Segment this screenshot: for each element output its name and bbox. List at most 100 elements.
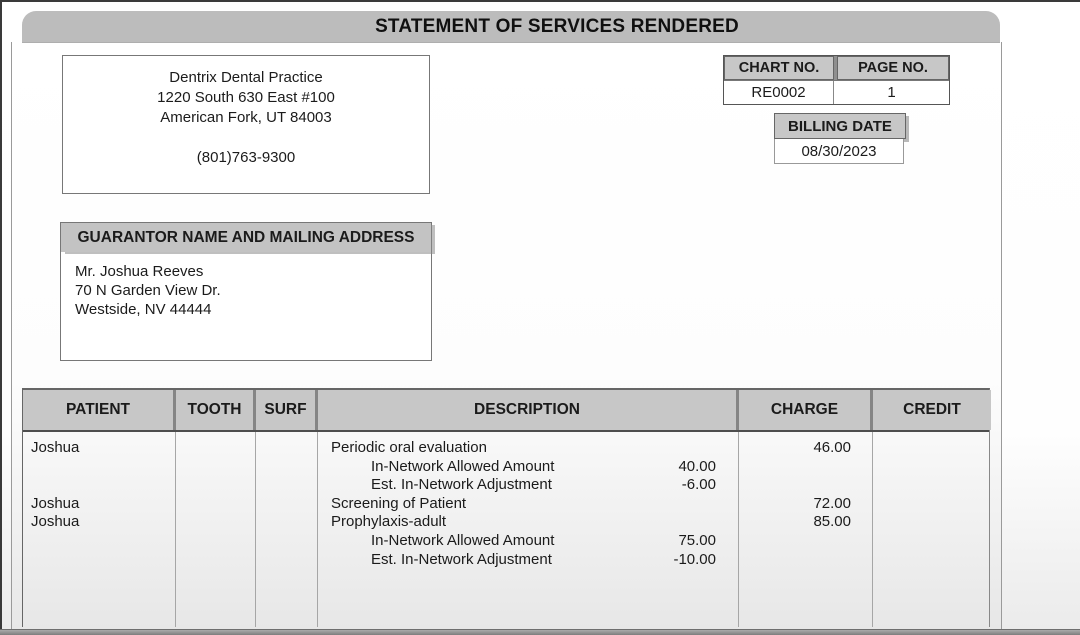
- charge-cell: 85.00: [813, 513, 851, 531]
- description-cell: Est. In-Network Adjustment -10.00: [318, 551, 739, 570]
- description-cell: Est. In-Network Adjustment -6.00: [318, 476, 739, 495]
- tooth-cell: [176, 513, 256, 532]
- practice-address-line2: American Fork, UT 84003: [160, 109, 332, 126]
- chart-no-value: RE0002: [724, 81, 834, 104]
- patient-cell: [23, 458, 176, 477]
- practice-address-spacer: [63, 128, 429, 148]
- charge-cell: [739, 458, 873, 477]
- surf-cell: [256, 551, 318, 570]
- column-divider: [175, 432, 176, 627]
- description-text: Est. In-Network Adjustment: [371, 550, 552, 568]
- table-row: Joshua Prophylaxis-adult 85.00: [23, 513, 989, 532]
- statement-title: STATEMENT OF SERVICES RENDERED: [375, 15, 739, 37]
- chart-page-value-row: RE0002 1: [724, 81, 949, 104]
- window-left-edge: [0, 0, 2, 630]
- credit-cell: [873, 532, 991, 551]
- description-amount: -10.00: [673, 550, 716, 568]
- column-divider: [872, 432, 873, 627]
- table-row: In-Network Allowed Amount 40.00: [23, 458, 989, 477]
- table-row: Joshua Periodic oral evaluation 46.00: [23, 439, 989, 458]
- description-cell: Periodic oral evaluation: [318, 439, 739, 458]
- description-text: In-Network Allowed Amount: [371, 457, 555, 475]
- column-header-patient: PATIENT: [23, 390, 176, 430]
- description-text: Periodic oral evaluation: [331, 439, 487, 456]
- description-amount: 75.00: [678, 531, 716, 549]
- column-header-description: DESCRIPTION: [318, 390, 739, 430]
- patient-cell: Joshua: [31, 439, 80, 456]
- chart-page-header-row: CHART NO. PAGE NO.: [724, 56, 949, 81]
- surf-cell: [256, 439, 318, 458]
- credit-cell: [873, 551, 991, 570]
- practice-address-line1: 1220 South 630 East #100: [157, 89, 335, 106]
- surf-cell: [256, 532, 318, 551]
- tooth-cell: [176, 532, 256, 551]
- chart-no-header: CHART NO.: [724, 56, 834, 80]
- surf-cell: [256, 513, 318, 532]
- description-text: Screening of Patient: [331, 494, 467, 512]
- tooth-cell: [176, 439, 256, 458]
- charge-cell: [739, 476, 873, 495]
- practice-name: Dentrix Dental Practice: [169, 69, 323, 86]
- description-cell: Prophylaxis-adult: [318, 513, 739, 532]
- surf-cell: [256, 476, 318, 495]
- credit-cell: [873, 495, 991, 514]
- tooth-cell: [176, 476, 256, 495]
- column-divider: [738, 432, 739, 627]
- column-header-credit: CREDIT: [873, 390, 991, 430]
- patient-cell: [23, 551, 176, 570]
- description-amount: -6.00: [681, 476, 716, 494]
- description-cell: Screening of Patient: [318, 495, 739, 514]
- credit-cell: [873, 458, 991, 477]
- credit-cell: [873, 476, 991, 495]
- bottom-edge-bar: [0, 629, 1080, 635]
- practice-phone: (801)763-9300: [196, 149, 296, 166]
- description-cell: In-Network Allowed Amount 75.00: [318, 532, 739, 551]
- guarantor-header: GUARANTOR NAME AND MAILING ADDRESS: [61, 223, 431, 252]
- description-text: Prophylaxis-adult: [331, 513, 447, 531]
- guarantor-box: GUARANTOR NAME AND MAILING ADDRESS Mr. J…: [60, 222, 432, 361]
- tooth-cell: [176, 495, 256, 514]
- description-amount: 40.00: [678, 457, 716, 475]
- patient-cell: Joshua: [31, 513, 80, 531]
- description-text: In-Network Allowed Amount: [371, 531, 555, 549]
- table-row: Joshua Screening of Patient 72.00: [23, 495, 989, 514]
- billing-date-header: BILLING DATE: [774, 113, 906, 139]
- credit-cell: [873, 513, 991, 532]
- guarantor-address-line2: Westside, NV 44444: [75, 301, 212, 318]
- tooth-cell: [176, 551, 256, 570]
- services-table-header-row: PATIENT TOOTH SURF DESCRIPTION CHARGE CR…: [23, 390, 991, 432]
- patient-cell: [23, 532, 176, 551]
- services-table-body: Joshua Periodic oral evaluation 46.00 In…: [23, 432, 989, 627]
- table-row: In-Network Allowed Amount 75.00: [23, 532, 989, 551]
- tooth-cell: [176, 458, 256, 477]
- guarantor-address: Mr. Joshua Reeves 70 N Garden View Dr. W…: [61, 252, 431, 319]
- credit-cell: [873, 439, 991, 458]
- description-text: Est. In-Network Adjustment: [371, 476, 552, 494]
- charge-cell: 72.00: [813, 494, 851, 512]
- practice-address-box: Dentrix Dental Practice 1220 South 630 E…: [62, 55, 430, 194]
- surf-cell: [256, 458, 318, 477]
- guarantor-name: Mr. Joshua Reeves: [75, 263, 204, 280]
- surf-cell: [256, 495, 318, 514]
- charge-cell: [739, 532, 873, 551]
- table-row: Est. In-Network Adjustment -6.00: [23, 476, 989, 495]
- column-divider: [255, 432, 256, 627]
- chart-page-table: CHART NO. PAGE NO. RE0002 1: [723, 55, 950, 105]
- services-table: PATIENT TOOTH SURF DESCRIPTION CHARGE CR…: [22, 388, 991, 627]
- statement-title-bar: STATEMENT OF SERVICES RENDERED: [22, 11, 1000, 43]
- billing-date-value: 08/30/2023: [774, 139, 904, 164]
- column-header-surf: SURF: [256, 390, 318, 430]
- page-no-header: PAGE NO.: [837, 56, 949, 80]
- charge-cell: 46.00: [813, 439, 851, 456]
- patient-cell: Joshua: [31, 494, 80, 512]
- page-no-value: 1: [887, 84, 896, 101]
- description-cell: In-Network Allowed Amount 40.00: [318, 458, 739, 477]
- column-header-charge: CHARGE: [739, 390, 873, 430]
- patient-cell: [23, 476, 176, 495]
- window-top-edge: [0, 0, 1080, 2]
- charge-cell: [739, 551, 873, 570]
- column-header-tooth: TOOTH: [176, 390, 256, 430]
- guarantor-address-line1: 70 N Garden View Dr.: [75, 282, 221, 299]
- column-divider: [317, 432, 318, 627]
